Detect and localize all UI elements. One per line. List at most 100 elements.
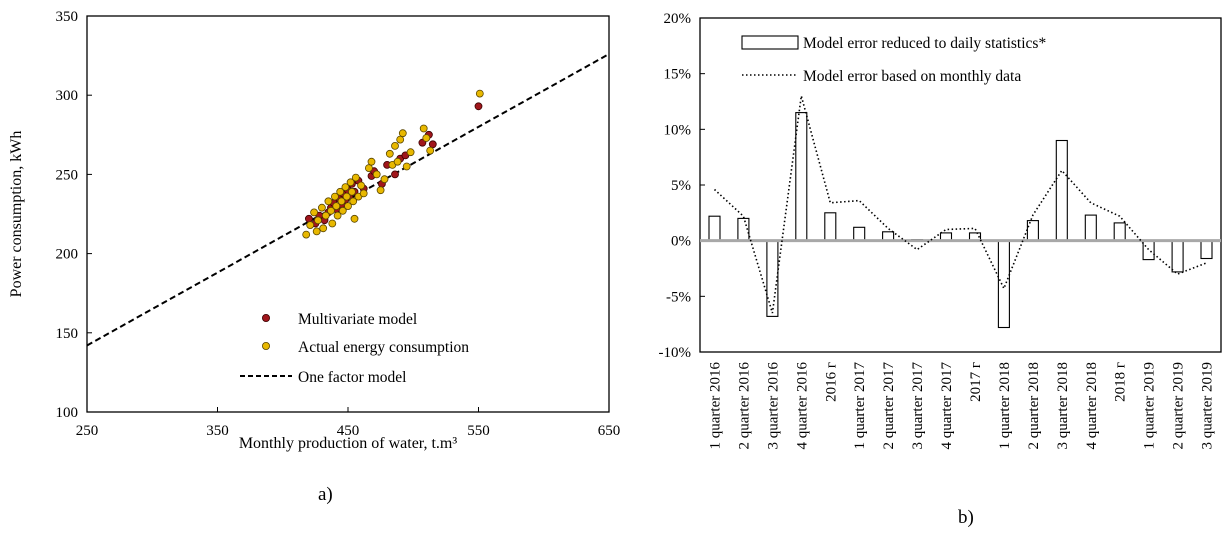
chart-b-y-tick-label: -5%: [666, 289, 691, 305]
chart-b-x-tick-label: 2 quarter 2019: [1171, 362, 1187, 449]
point-actual-energy-consumption: [302, 230, 311, 239]
bar-1-quarter-2018: [997, 240, 1010, 329]
chart-b-x-tick-label: 1 quarter 2019: [1142, 362, 1158, 449]
point-actual-energy-consumption: [376, 186, 385, 195]
bar-2018: [1113, 222, 1126, 242]
point-actual-energy-consumption: [346, 178, 355, 187]
point-actual-energy-consumption: [337, 197, 346, 206]
point-actual-energy-consumption: [330, 192, 339, 201]
chart-b-x-tick-label: 2016 г: [823, 362, 839, 402]
point-actual-energy-consumption: [347, 187, 356, 196]
point-actual-energy-consumption: [350, 214, 359, 223]
point-actual-energy-consumption: [372, 170, 381, 179]
chart-b-x-tick-label: 3 quarter 2018: [1055, 362, 1071, 449]
chart-b-y-tick-label: 15%: [664, 67, 692, 83]
bar-3-quarter-2019: [1200, 240, 1213, 260]
bar-1-quarter-2016: [708, 215, 721, 242]
legend-swatch-multivariate-model: [261, 313, 270, 322]
bar-1-quarter-2019: [1142, 240, 1155, 261]
chart-b-x-tick-label: 4 quarter 2018: [1084, 362, 1100, 449]
point-actual-energy-consumption: [385, 149, 394, 158]
point-actual-energy-consumption: [422, 134, 431, 142]
point-actual-energy-consumption: [321, 211, 330, 220]
legend-label-model-error-monthly: Model error based on monthly data: [803, 68, 1021, 85]
chart-a-y-tick-label: 200: [56, 247, 79, 263]
chart-a: 100 150 200 250 300 350 250 350 450 550 650 Month…: [8, 9, 620, 505]
chart-b-x-tick-label: 2 quarter 2017: [881, 362, 897, 450]
legend-label-multivariate-model: Multivariate model: [298, 311, 417, 328]
point-actual-energy-consumption: [306, 221, 315, 230]
chart-b-x-tick-label: 4 quarter 2016: [794, 362, 810, 450]
point-actual-energy-consumption: [367, 157, 376, 166]
bar-4-quarter-2018: [1084, 214, 1097, 242]
bar-2-quarter-2019: [1171, 240, 1184, 273]
chart-b-x-tick-label: 1 quarter 2018: [997, 362, 1013, 449]
chart-a-y-tick-label: 150: [56, 326, 79, 342]
point-actual-energy-consumption: [349, 197, 358, 206]
point-actual-energy-consumption: [314, 216, 322, 225]
chart-a-y-tick-label: 350: [56, 9, 79, 25]
chart-a-x-tick-label: 450: [337, 423, 360, 439]
chart-a-panel-label: a): [318, 484, 333, 505]
chart-b-y-tick-label: 5%: [671, 178, 691, 194]
point-multivariate-model: [474, 102, 483, 111]
point-actual-energy-consumption: [336, 187, 345, 196]
point-actual-energy-consumption: [317, 203, 326, 212]
point-actual-energy-consumption: [396, 135, 405, 144]
point-actual-energy-consumption: [338, 206, 347, 215]
legend-label-actual-energy-consumption: Actual energy consumption: [298, 339, 469, 356]
point-actual-energy-consumption: [328, 219, 337, 228]
chart-b-y-tick-label: 20%: [664, 11, 692, 27]
chart-b-x-tick-label: 1 quarter 2016: [708, 362, 724, 450]
point-actual-energy-consumption: [312, 227, 321, 236]
bar-3-quarter-2018: [1055, 139, 1068, 242]
chart-b-x-tick-label: 3 quarter 2019: [1200, 362, 1216, 449]
point-actual-energy-consumption: [332, 202, 341, 211]
chart-b-panel-label: b): [958, 507, 974, 528]
point-actual-energy-consumption: [398, 129, 407, 138]
point-actual-energy-consumption: [342, 192, 351, 201]
chart-b-y-tick-label: -10%: [659, 345, 692, 361]
chart-b-x-tick-label: 1 quarter 2017: [852, 362, 868, 450]
point-actual-energy-consumption: [324, 197, 333, 206]
point-actual-energy-consumption: [380, 175, 389, 184]
chart-b-x-tick-label: 2 quarter 2018: [1026, 362, 1042, 449]
point-actual-energy-consumption: [359, 189, 368, 198]
bar-2-quarter-2018: [1026, 220, 1039, 242]
point-actual-energy-consumption: [391, 141, 399, 150]
point-actual-energy-consumption: [475, 89, 484, 98]
chart-b: -10% -5% 0% 5% 10% 15% 20% 1 quarter 2016 2 qua…: [659, 11, 1222, 528]
point-actual-energy-consumption: [319, 224, 328, 233]
point-actual-energy-consumption: [402, 162, 411, 171]
point-actual-energy-consumption: [344, 202, 352, 211]
chart-b-x-tick-label: 2 quarter 2016: [736, 362, 752, 450]
chart-a-x-axis-label: Monthly production of water, t.m³: [239, 435, 458, 452]
chart-a-x-tick-label: 550: [467, 423, 490, 439]
point-actual-energy-consumption: [426, 146, 435, 155]
point-actual-energy-consumption: [406, 148, 415, 157]
point-multivariate-model: [391, 170, 399, 179]
chart-b-legend: Model error reduced to daily statistics*…: [741, 35, 1046, 85]
bar-3-quarter-2016: [766, 240, 779, 317]
point-actual-energy-consumption: [327, 206, 335, 215]
chart-a-y-axis-label: Power consumption, kWh: [8, 131, 25, 298]
chart-b-y-tick-label: 10%: [664, 122, 692, 138]
bar-2016: [824, 212, 837, 242]
chart-b-x-tick-label: 4 quarter 2017: [939, 362, 955, 450]
series-line-model-error-monthly: [713, 95, 1207, 314]
point-actual-energy-consumption: [333, 211, 342, 220]
chart-a-x-tick-label: 650: [598, 423, 621, 439]
chart-a-x-tick-label: 250: [76, 423, 99, 439]
point-actual-energy-consumption: [351, 173, 360, 182]
legend-swatch-actual-energy-consumption: [261, 341, 270, 350]
chart-b-x-tick-label: 3 quarter 2017: [910, 362, 926, 450]
bar-4-quarter-2016: [795, 112, 808, 242]
chart-a-x-tick-label: 350: [206, 423, 229, 439]
legend-label-one-factor-model: One factor model: [298, 369, 406, 386]
chart-b-x-tick-label: 3 quarter 2016: [765, 362, 781, 450]
legend-label-model-error-daily: Model error reduced to daily statistics*: [803, 35, 1046, 52]
chart-a-y-tick-label: 250: [56, 167, 79, 183]
point-actual-energy-consumption: [364, 164, 373, 173]
legend-swatch-model-error-daily: [741, 35, 799, 50]
